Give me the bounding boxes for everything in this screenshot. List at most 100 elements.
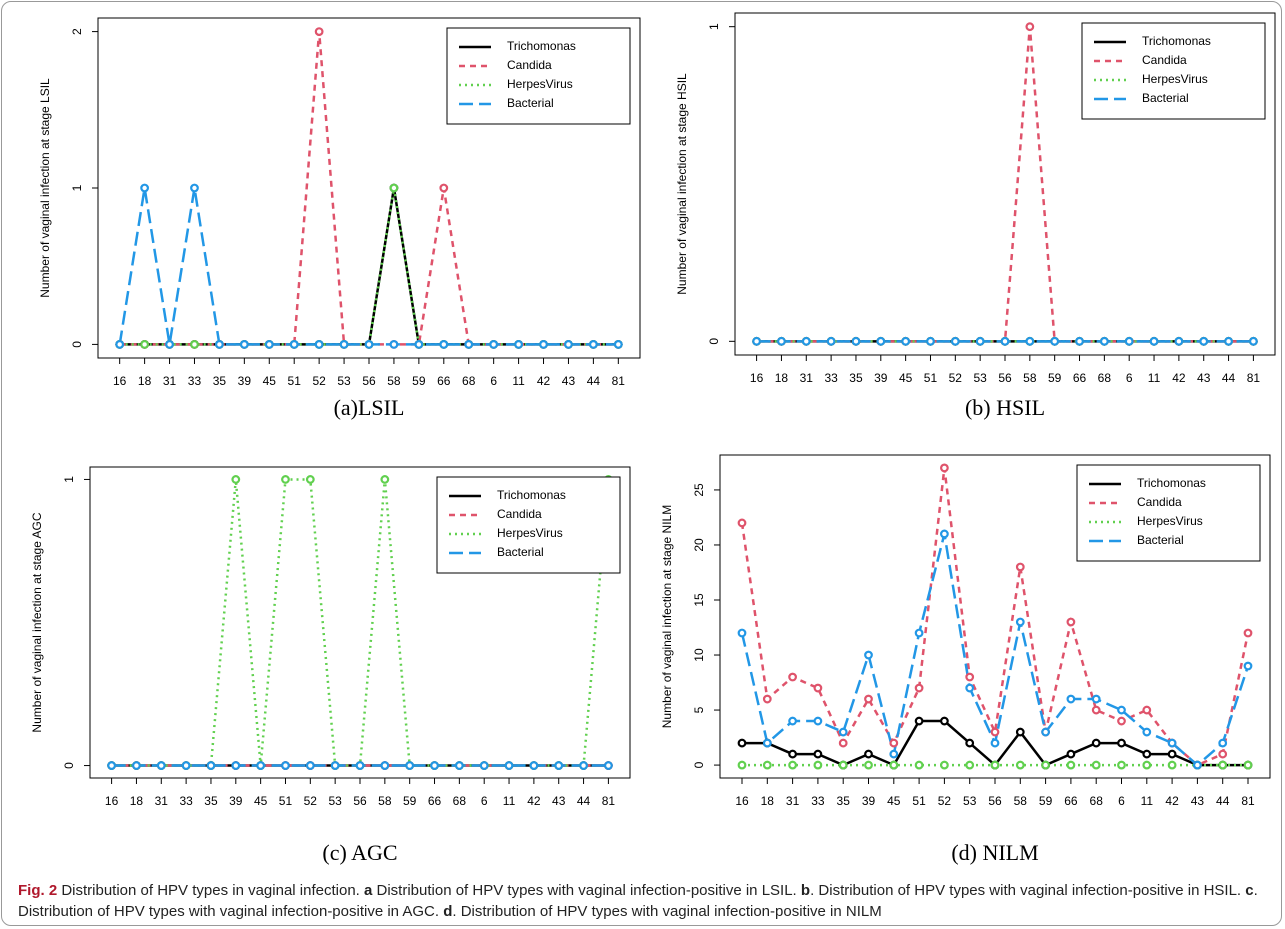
data-point: [389, 340, 399, 349]
x-tick-label: 59: [412, 374, 426, 388]
caption-label: Fig. 2: [18, 882, 58, 899]
x-tick-label: 16: [750, 371, 764, 385]
data-point: [1192, 760, 1202, 770]
data-point: [965, 683, 975, 693]
data-point: [1167, 738, 1177, 748]
data-point: [864, 749, 873, 759]
data-point: [215, 340, 224, 349]
data-point: [281, 475, 290, 484]
legend-label: Bacterial: [1137, 533, 1184, 547]
data-point: [107, 761, 116, 770]
data-point: [190, 340, 199, 349]
legend-label: HerpesVirus: [497, 526, 563, 540]
data-point: [990, 738, 1000, 748]
data-point: [115, 340, 125, 349]
data-point: [380, 761, 390, 770]
data-point: [504, 761, 514, 770]
x-tick-label: 56: [362, 374, 376, 388]
x-tick-label: 33: [188, 374, 202, 388]
data-point: [1248, 336, 1258, 346]
data-point: [1117, 716, 1126, 726]
legend-label: Trichomonas: [497, 488, 566, 502]
data-point: [1015, 760, 1025, 770]
data-point: [752, 336, 761, 346]
data-point: [206, 761, 216, 770]
data-point: [926, 336, 935, 346]
x-tick-label: 33: [811, 794, 825, 808]
data-point: [788, 749, 797, 759]
data-point: [479, 761, 489, 770]
data-point: [940, 760, 949, 770]
data-point: [165, 340, 174, 349]
data-point: [940, 716, 949, 726]
y-tick-label: 0: [707, 338, 721, 345]
y-tick-label: 20: [692, 538, 706, 552]
data-point: [231, 475, 241, 484]
data-point: [1224, 336, 1233, 346]
panel-caption: (c) AGC: [322, 840, 397, 865]
x-tick-label: 16: [735, 794, 749, 808]
data-point: [1142, 749, 1152, 759]
x-tick-label: 39: [238, 374, 252, 388]
x-tick-label: 68: [462, 374, 476, 388]
data-point: [914, 683, 924, 693]
x-tick-label: 66: [428, 794, 442, 808]
data-point: [838, 738, 848, 748]
data-point: [355, 761, 365, 770]
data-point: [1015, 727, 1025, 737]
data-point: [190, 183, 199, 193]
x-tick-label: 18: [775, 371, 789, 385]
data-point: [264, 340, 274, 349]
data-point: [801, 336, 811, 346]
data-point: [737, 760, 747, 770]
x-tick-label: 58: [1023, 371, 1037, 385]
caption-text: Distribution of HPV types in vaginal inf…: [57, 882, 364, 899]
data-point: [777, 336, 786, 346]
y-axis-label: Number of vaginal infection at stage AGC: [30, 512, 44, 732]
x-tick-label: 56: [988, 794, 1002, 808]
data-point: [454, 761, 464, 770]
data-point: [305, 475, 315, 484]
x-tick-label: 11: [512, 374, 525, 388]
data-point: [1091, 694, 1101, 704]
x-tick-label: 42: [537, 374, 551, 388]
data-point: [914, 628, 924, 638]
y-axis-label: Number of vaginal infection at stage NIL…: [660, 505, 674, 728]
data-point: [380, 475, 390, 484]
data-point: [1050, 336, 1060, 346]
data-point: [737, 628, 747, 638]
legend-label: Bacterial: [507, 96, 554, 110]
panel-caption: (a)LSIL: [334, 395, 405, 420]
data-point: [876, 336, 886, 346]
x-tick-label: 39: [874, 371, 888, 385]
x-tick-label: 31: [155, 794, 169, 808]
legend-label: Trichomonas: [1137, 476, 1206, 490]
y-tick-label: 5: [692, 706, 706, 713]
x-tick-label: 11: [503, 794, 516, 808]
y-axis-label: Number of vaginal infection at stage LSI…: [38, 78, 52, 298]
data-point: [1015, 562, 1025, 572]
data-point: [737, 738, 747, 748]
data-point: [1149, 336, 1159, 346]
legend-label: Bacterial: [497, 545, 544, 559]
data-point: [1199, 336, 1209, 346]
legend-label: HerpesVirus: [1142, 72, 1208, 86]
data-point: [901, 336, 911, 346]
data-point: [132, 761, 141, 770]
y-tick-label: 0: [692, 761, 706, 768]
x-tick-label: 35: [837, 794, 851, 808]
series-line: [118, 187, 619, 346]
x-tick-label: 68: [1098, 371, 1112, 385]
data-point: [889, 760, 899, 770]
legend-box: [446, 27, 631, 125]
caption-text: . Distribution of HPV types with vaginal…: [452, 903, 882, 920]
data-point: [864, 694, 873, 704]
data-point: [889, 738, 899, 748]
data-point: [813, 749, 823, 759]
y-tick-label: 10: [692, 648, 706, 662]
panel-caption: (b) HSIL: [965, 395, 1045, 420]
data-point: [1218, 749, 1228, 759]
data-point: [1025, 22, 1035, 32]
legend-label: Candida: [507, 58, 552, 72]
